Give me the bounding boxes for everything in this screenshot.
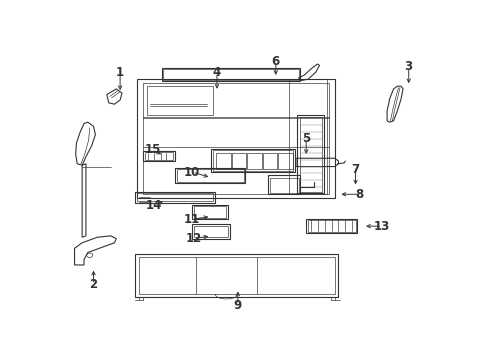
Bar (297, 115, 324, 193)
Bar (211, 149, 295, 172)
Text: 4: 4 (213, 66, 221, 79)
Bar (139, 257, 335, 294)
Bar (247, 153, 262, 169)
Bar (135, 192, 215, 203)
Bar (175, 168, 245, 183)
Bar (194, 206, 226, 218)
Bar (137, 193, 213, 201)
Text: 1: 1 (116, 66, 124, 79)
Bar (213, 150, 293, 171)
Bar (177, 169, 244, 182)
Bar (232, 153, 246, 169)
Text: 6: 6 (271, 55, 280, 68)
Bar (278, 153, 293, 169)
Text: 2: 2 (90, 278, 98, 291)
Text: 14: 14 (146, 199, 163, 212)
Text: 8: 8 (355, 188, 364, 201)
Bar (145, 152, 173, 160)
Bar (192, 205, 228, 219)
Text: 13: 13 (374, 220, 390, 233)
Bar (270, 177, 298, 193)
Text: 5: 5 (302, 132, 310, 145)
Bar (137, 79, 335, 198)
Bar (289, 79, 327, 194)
Bar (263, 153, 277, 169)
Text: 12: 12 (186, 232, 202, 245)
Bar (300, 117, 322, 192)
Text: 3: 3 (405, 60, 413, 73)
Text: 9: 9 (234, 299, 242, 312)
Bar (308, 220, 356, 232)
Text: 15: 15 (144, 143, 161, 157)
Bar (143, 84, 329, 194)
Text: 10: 10 (184, 166, 200, 179)
Bar (306, 219, 358, 233)
Bar (143, 151, 175, 161)
Bar (268, 175, 300, 194)
Bar (135, 254, 339, 297)
Bar (194, 226, 228, 237)
Bar (162, 68, 300, 81)
Text: 11: 11 (184, 213, 200, 226)
Bar (163, 69, 299, 80)
Bar (216, 153, 231, 169)
Text: 7: 7 (351, 163, 360, 176)
Bar (147, 86, 213, 115)
Bar (192, 224, 230, 239)
